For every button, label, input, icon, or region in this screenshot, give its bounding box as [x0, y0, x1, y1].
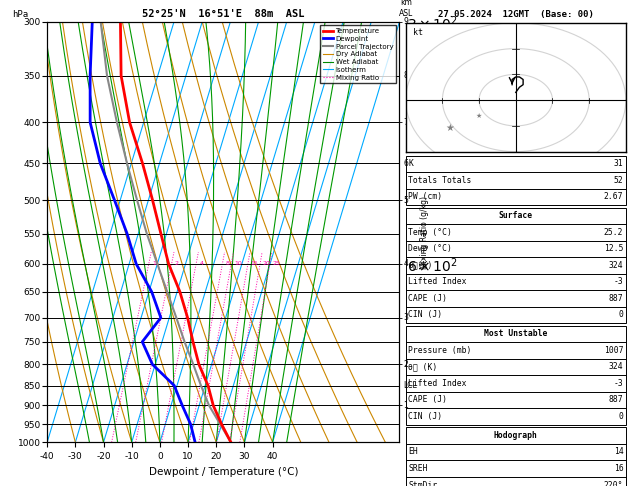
Text: 3: 3: [404, 313, 408, 322]
Text: 52°25'N  16°51'E  88m  ASL: 52°25'N 16°51'E 88m ASL: [142, 9, 304, 19]
Text: Temp (°C): Temp (°C): [408, 228, 452, 237]
Text: 31: 31: [613, 159, 623, 168]
Text: -3: -3: [613, 379, 623, 388]
Text: Totals Totals: Totals Totals: [408, 176, 472, 185]
Text: Hodograph: Hodograph: [494, 431, 538, 440]
Text: LCL: LCL: [404, 381, 418, 390]
Text: 25: 25: [272, 261, 281, 266]
Text: PW (cm): PW (cm): [408, 192, 442, 201]
Text: Dewp (°C): Dewp (°C): [408, 244, 452, 253]
Text: kt: kt: [413, 28, 423, 37]
Text: km
ASL: km ASL: [399, 0, 414, 17]
Text: EH: EH: [408, 448, 418, 456]
Text: 12.5: 12.5: [604, 244, 623, 253]
Text: CAPE (J): CAPE (J): [408, 294, 447, 303]
Text: 7: 7: [404, 118, 408, 127]
Text: SREH: SREH: [408, 464, 428, 473]
Text: 4: 4: [404, 260, 408, 268]
Text: CAPE (J): CAPE (J): [408, 396, 447, 404]
Text: 220°: 220°: [604, 481, 623, 486]
Text: 1007: 1007: [604, 346, 623, 355]
Text: Pressure (mb): Pressure (mb): [408, 346, 472, 355]
Text: hPa: hPa: [13, 10, 29, 19]
Text: Mixing Ratio (g/kg): Mixing Ratio (g/kg): [420, 195, 428, 269]
Text: 10: 10: [234, 261, 242, 266]
Text: 324: 324: [609, 261, 623, 270]
Text: Lifted Index: Lifted Index: [408, 379, 467, 388]
Text: 0: 0: [618, 412, 623, 421]
Text: 2: 2: [175, 261, 179, 266]
Text: 5: 5: [404, 196, 408, 205]
Text: 15: 15: [251, 261, 259, 266]
Text: Surface: Surface: [499, 211, 533, 220]
Text: 6: 6: [404, 159, 408, 168]
Text: 887: 887: [609, 294, 623, 303]
Text: 16: 16: [613, 464, 623, 473]
Text: 20: 20: [263, 261, 271, 266]
Text: 1: 1: [152, 261, 156, 266]
Text: 8: 8: [225, 261, 230, 266]
Text: 4: 4: [199, 261, 203, 266]
Text: θᴄ (K): θᴄ (K): [408, 363, 438, 371]
Text: 27.05.2024  12GMT  (Base: 00): 27.05.2024 12GMT (Base: 00): [438, 10, 594, 19]
Text: CIN (J): CIN (J): [408, 412, 442, 421]
Text: 887: 887: [609, 396, 623, 404]
Text: 1: 1: [404, 401, 408, 410]
Text: 8: 8: [404, 71, 408, 80]
Text: CIN (J): CIN (J): [408, 311, 442, 319]
Text: ★: ★: [476, 113, 482, 119]
Text: 9: 9: [404, 17, 408, 26]
Text: ★: ★: [445, 123, 454, 133]
Text: 2: 2: [404, 360, 408, 369]
Text: 25.2: 25.2: [604, 228, 623, 237]
Text: StmDir: StmDir: [408, 481, 438, 486]
Text: θᴄ(K): θᴄ(K): [408, 261, 433, 270]
Text: 324: 324: [609, 363, 623, 371]
Text: 0: 0: [618, 311, 623, 319]
Legend: Temperature, Dewpoint, Parcel Trajectory, Dry Adiabat, Wet Adiabat, Isotherm, Mi: Temperature, Dewpoint, Parcel Trajectory…: [320, 25, 396, 83]
Text: 52: 52: [613, 176, 623, 185]
X-axis label: Dewpoint / Temperature (°C): Dewpoint / Temperature (°C): [148, 467, 298, 477]
Text: 14: 14: [613, 448, 623, 456]
Text: -3: -3: [613, 278, 623, 286]
Text: Most Unstable: Most Unstable: [484, 330, 547, 338]
Text: Lifted Index: Lifted Index: [408, 278, 467, 286]
Text: 2.67: 2.67: [604, 192, 623, 201]
Text: K: K: [408, 159, 413, 168]
